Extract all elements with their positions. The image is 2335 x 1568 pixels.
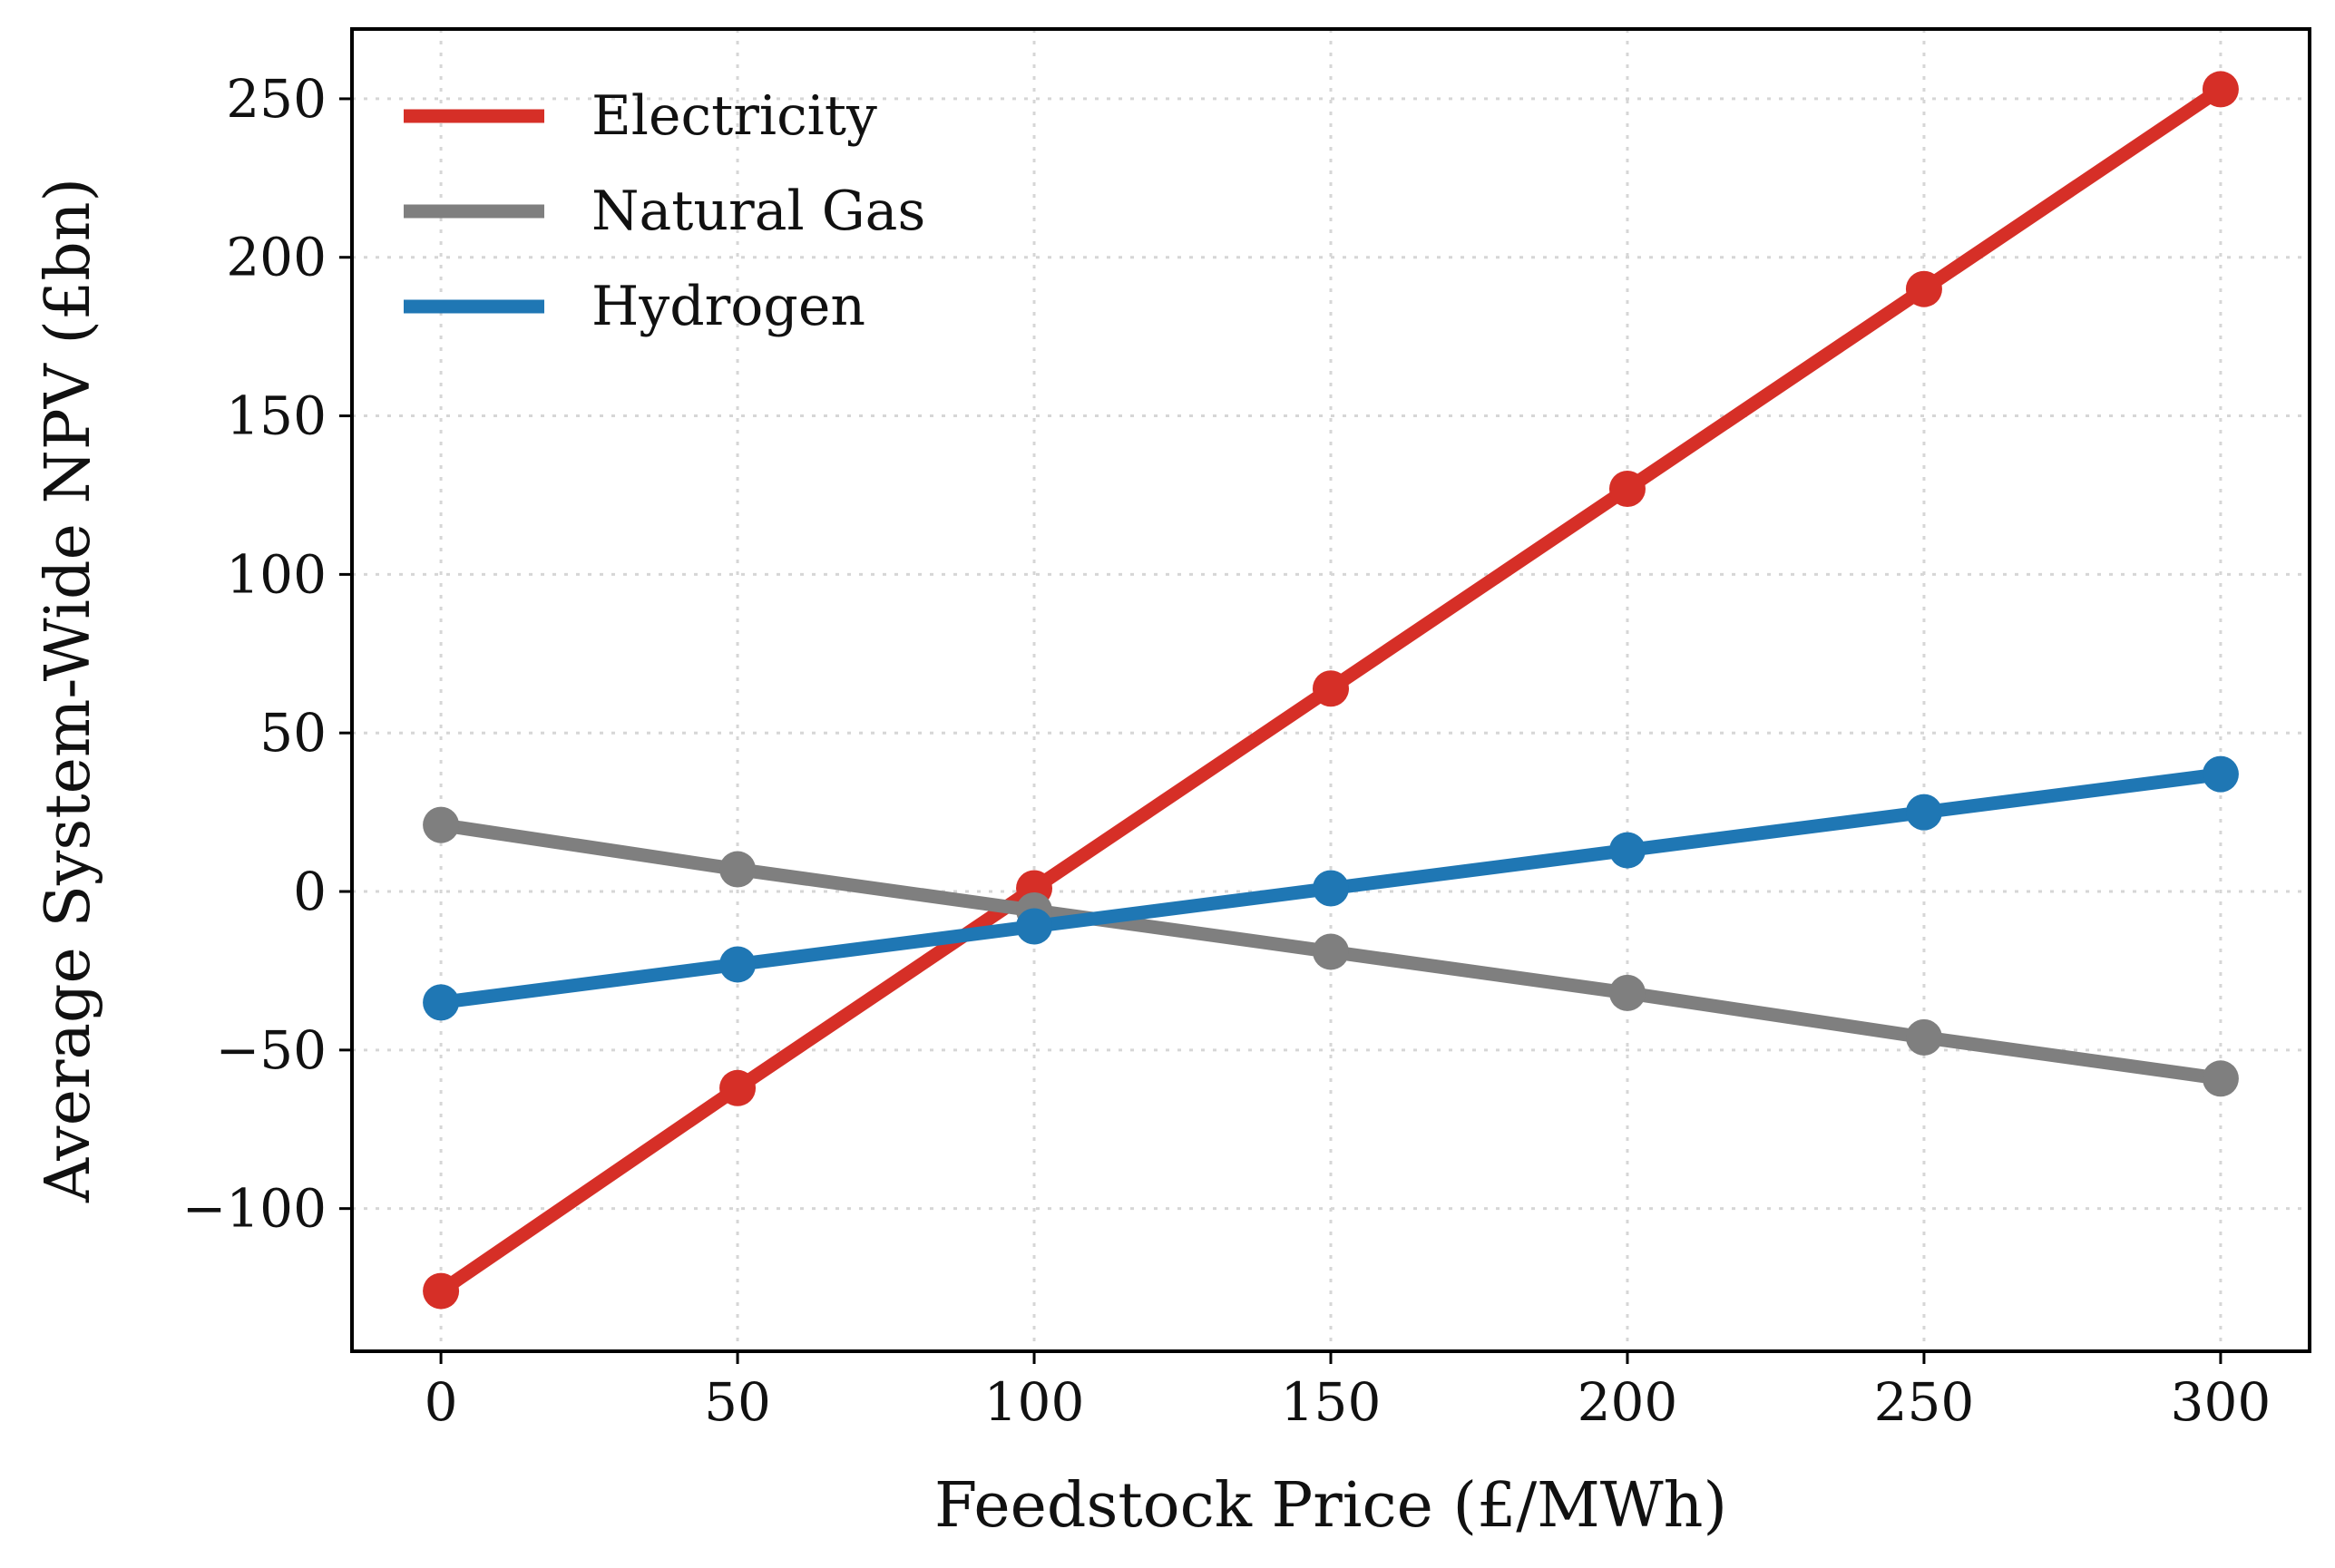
data-point-hydrogen (1313, 870, 1349, 907)
data-point-hydrogen (1608, 832, 1646, 869)
y-axis-label: Average System-Wide NPV (£bn) (33, 178, 104, 1203)
y-tick-label: 50 (259, 702, 327, 764)
data-point-hydrogen (1905, 794, 1942, 831)
data-point-natural-gas (719, 851, 757, 888)
data-point-electricity (1313, 670, 1349, 707)
y-tick-label: −100 (182, 1178, 327, 1240)
data-point-electricity (423, 1272, 460, 1310)
x-tick-label: 200 (1578, 1371, 1678, 1433)
data-point-electricity (2202, 71, 2239, 108)
ticks-layer: 0 50 100 150 200 250 300 −100 −50 0 50 100 150 200 250 (182, 68, 2271, 1433)
series-layer (423, 71, 2239, 1310)
legend-label-electricity: Electricity (591, 84, 877, 148)
series-natural-gas (423, 806, 2239, 1097)
data-point-natural-gas (423, 806, 460, 843)
y-tick-label: 200 (226, 227, 327, 288)
y-tick-label: 150 (226, 385, 327, 447)
legend-label-hydrogen: Hydrogen (591, 275, 865, 338)
x-tick-label: 250 (1874, 1371, 1975, 1433)
data-point-electricity (1905, 270, 1942, 307)
data-point-natural-gas (1608, 974, 1646, 1011)
legend-label-natural-gas: Natural Gas (591, 180, 925, 243)
y-tick-label: 100 (226, 543, 327, 605)
x-tick-label: 300 (2171, 1371, 2271, 1433)
data-point-electricity (1608, 470, 1646, 507)
series-electricity (423, 71, 2239, 1310)
data-point-hydrogen (719, 946, 757, 983)
y-tick-label: 250 (226, 68, 327, 130)
data-point-natural-gas (1313, 933, 1349, 970)
data-point-hydrogen (423, 984, 460, 1021)
x-tick-label: 150 (1281, 1371, 1382, 1433)
data-point-hydrogen (2202, 755, 2239, 793)
x-tick-label: 0 (425, 1371, 458, 1433)
data-point-hydrogen (1016, 908, 1053, 945)
data-point-natural-gas (1905, 1018, 1942, 1056)
y-tick-label: −50 (216, 1019, 327, 1081)
data-point-electricity (719, 1069, 757, 1106)
x-tick-label: 100 (984, 1371, 1085, 1433)
series-hydrogen (423, 755, 2239, 1021)
y-tick-label: 0 (293, 861, 327, 922)
data-point-natural-gas (2202, 1060, 2239, 1097)
x-axis-label: Feedstock Price (£/MWh) (934, 1470, 1727, 1542)
x-tick-label: 50 (704, 1371, 771, 1433)
legend: Electricity Natural Gas Hydrogen (404, 84, 925, 338)
